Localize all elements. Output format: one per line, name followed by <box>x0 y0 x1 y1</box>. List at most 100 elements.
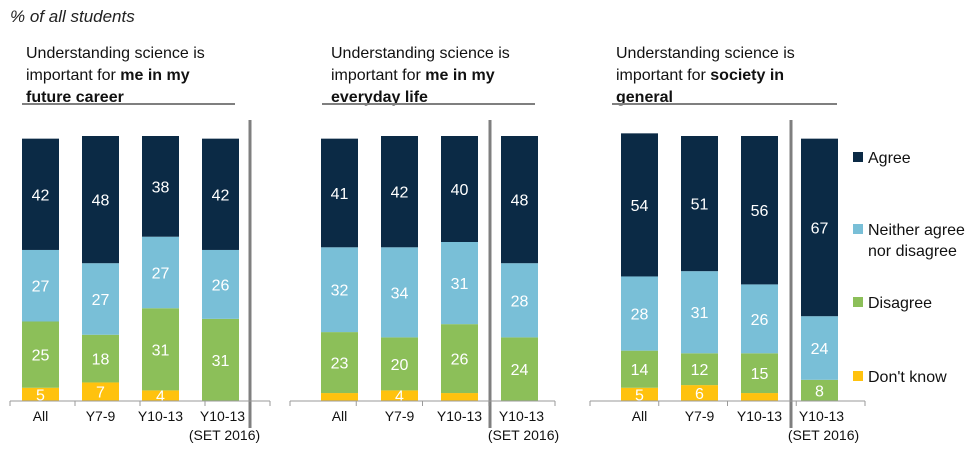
bar-segment <box>142 308 179 391</box>
legend-label: Don't know <box>868 369 947 386</box>
bar-segment <box>22 138 59 250</box>
data-label: 31 <box>152 342 170 359</box>
bar-segment <box>321 332 358 394</box>
category-label: All <box>632 408 648 424</box>
bar-segment <box>22 321 59 388</box>
data-label: 42 <box>32 187 50 204</box>
data-label: 56 <box>751 203 769 220</box>
data-label: 25 <box>32 348 50 365</box>
bar-segment <box>202 249 239 319</box>
bar-segment <box>741 284 778 354</box>
data-label: 31 <box>691 305 709 322</box>
bar-segment <box>621 387 658 401</box>
panel-title-line: everyday life <box>331 89 428 106</box>
bar-segment <box>82 334 119 383</box>
panel-title-line: Understanding science is <box>26 45 205 62</box>
category-label: Y10-13 <box>499 408 544 424</box>
bar-segment <box>441 242 478 325</box>
data-label: 28 <box>631 307 649 324</box>
bar-segment <box>741 136 778 285</box>
category-label: Y10-13 <box>799 408 844 424</box>
data-label: 51 <box>691 197 709 214</box>
data-label: 42 <box>391 185 409 202</box>
data-label: 27 <box>92 292 110 309</box>
data-label: 14 <box>631 362 649 379</box>
category-label: All <box>332 408 348 424</box>
data-label: 6 <box>695 386 704 403</box>
category-label: Y10-13 <box>737 408 782 424</box>
category-label: Y7-9 <box>385 408 415 424</box>
bar-segment <box>501 136 538 264</box>
bar-segment <box>202 318 239 401</box>
legend-label: Disagree <box>868 295 932 312</box>
data-label: 23 <box>331 356 349 373</box>
bar-segment <box>22 249 59 322</box>
bar-segment <box>681 136 718 272</box>
bar-segment <box>202 138 239 250</box>
panel-title-line: important for society in <box>616 67 784 84</box>
data-label: 41 <box>331 186 349 203</box>
legend-label: Neither agree <box>868 222 965 239</box>
data-label: 54 <box>631 198 649 215</box>
data-label: 48 <box>92 193 110 210</box>
data-label: 31 <box>451 276 469 293</box>
data-label: 31 <box>212 353 230 370</box>
category-label: All <box>33 408 49 424</box>
data-label: 27 <box>32 279 50 296</box>
chart-caption: % of all students <box>10 7 135 26</box>
category-label: Y7-9 <box>685 408 715 424</box>
bar-segment <box>621 276 658 351</box>
category-label: Y7-9 <box>86 408 116 424</box>
data-label: 27 <box>152 265 170 282</box>
bar-segment <box>441 136 478 242</box>
bar-segment <box>82 382 119 401</box>
bar-segment <box>142 136 179 237</box>
bar-segment <box>801 316 838 380</box>
data-label: 34 <box>391 285 409 302</box>
data-label: 20 <box>391 357 409 374</box>
bar-segment <box>741 353 778 394</box>
legend-swatch <box>853 297 863 307</box>
data-label: 67 <box>811 220 829 237</box>
data-label: 38 <box>152 179 170 196</box>
bar-segment <box>321 138 358 248</box>
data-label: 18 <box>92 352 110 369</box>
category-label: Y10-13 <box>437 408 482 424</box>
panel-title-line: Understanding science is <box>331 45 510 62</box>
category-label-line2: (SET 2016) <box>488 427 559 443</box>
data-label: 7 <box>96 385 105 402</box>
data-label: 4 <box>156 389 165 406</box>
data-label: 24 <box>511 362 529 379</box>
data-label: 48 <box>511 193 529 210</box>
bar-segment <box>621 133 658 277</box>
legend-swatch <box>853 152 863 162</box>
legend-swatch <box>853 371 863 381</box>
data-label: 26 <box>451 352 469 369</box>
data-label: 8 <box>815 383 824 400</box>
category-label: Y10-13 <box>138 408 183 424</box>
data-label: 15 <box>751 366 769 383</box>
bar-segment <box>801 379 838 401</box>
bar-segment <box>22 387 59 401</box>
panel-title-line: important for me in my <box>26 67 190 84</box>
bar-segment <box>441 324 478 394</box>
bar-segment <box>381 136 418 248</box>
data-label: 12 <box>691 362 709 379</box>
bar-segment <box>741 393 778 401</box>
legend-label: Agree <box>868 150 911 167</box>
data-label: 28 <box>511 293 529 310</box>
bar-segment <box>82 263 119 335</box>
category-label-line2: (SET 2016) <box>788 427 859 443</box>
panel-title-line: important for me in my <box>331 67 495 84</box>
bar-segment <box>501 337 538 401</box>
bar-segment <box>801 138 838 317</box>
data-label: 5 <box>36 387 45 404</box>
bar-segment <box>681 385 718 401</box>
bar-segment <box>381 337 418 391</box>
bar-segment <box>321 393 358 401</box>
bar-segment <box>381 390 418 401</box>
bar-segment <box>82 136 119 264</box>
bar-segment <box>142 390 179 401</box>
